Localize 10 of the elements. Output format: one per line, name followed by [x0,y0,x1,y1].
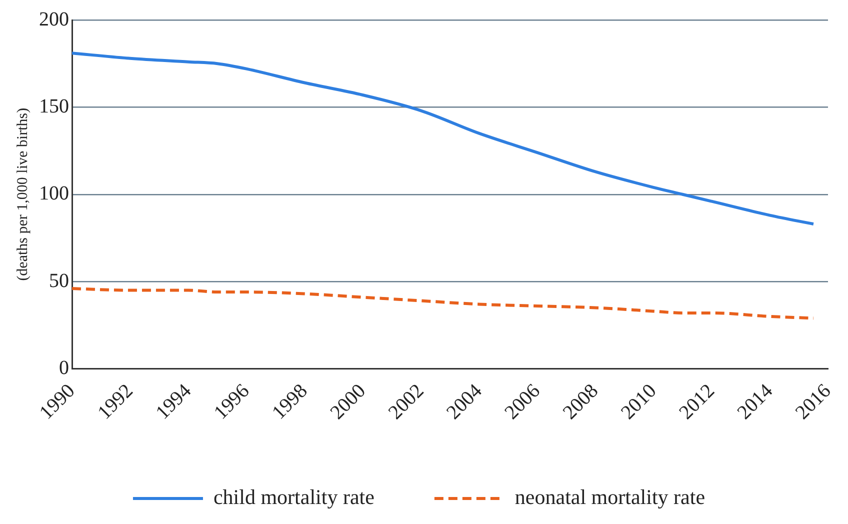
legend-label: neonatal mortality rate [514,485,706,510]
y-tick-label: 200 [39,8,69,30]
legend-label: child mortality rate [213,485,374,510]
y-tick-label: 100 [39,182,69,205]
y-axis-title: (deaths per 1,000 live births) [14,108,31,281]
y-tick-label: 0 [59,356,69,379]
line-series [72,52,815,226]
line-series [72,287,815,320]
y-tick-label: 50 [49,270,69,292]
y-tick-label: 150 [39,95,69,118]
